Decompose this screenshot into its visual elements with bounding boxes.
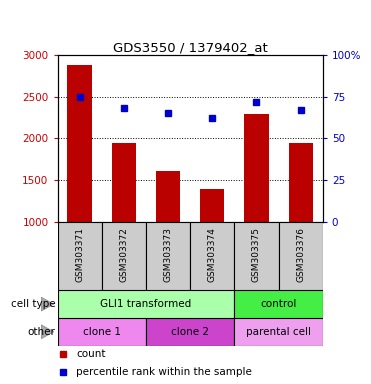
Bar [102,222,146,290]
Bar [200,189,224,222]
Bar [68,65,92,222]
Text: parental cell: parental cell [246,327,311,337]
Text: GLI1 transformed: GLI1 transformed [100,299,191,309]
Text: cell type: cell type [11,299,56,309]
Bar [234,318,323,346]
Bar [279,222,323,290]
Text: GSM303373: GSM303373 [164,227,173,282]
Bar [146,222,190,290]
Text: count: count [76,349,106,359]
Text: GSM303374: GSM303374 [208,227,217,281]
Bar [289,144,313,222]
Bar [146,318,234,346]
Text: other: other [28,327,56,337]
Text: GSM303375: GSM303375 [252,227,261,282]
Bar [58,222,102,290]
Bar [156,171,180,222]
Bar [234,222,279,290]
Title: GDS3550 / 1379402_at: GDS3550 / 1379402_at [113,41,267,54]
Text: clone 2: clone 2 [171,327,209,337]
Polygon shape [41,325,54,339]
Bar [58,318,146,346]
Bar [112,142,136,222]
Text: clone 1: clone 1 [83,327,121,337]
Bar [244,114,269,222]
Bar [234,290,323,318]
Bar [190,222,234,290]
Text: GSM303371: GSM303371 [75,227,84,282]
Bar [58,290,234,318]
Text: GSM303376: GSM303376 [296,227,305,282]
Text: GSM303372: GSM303372 [119,227,128,281]
Text: control: control [260,299,297,309]
Text: percentile rank within the sample: percentile rank within the sample [76,367,252,377]
Polygon shape [41,297,54,311]
